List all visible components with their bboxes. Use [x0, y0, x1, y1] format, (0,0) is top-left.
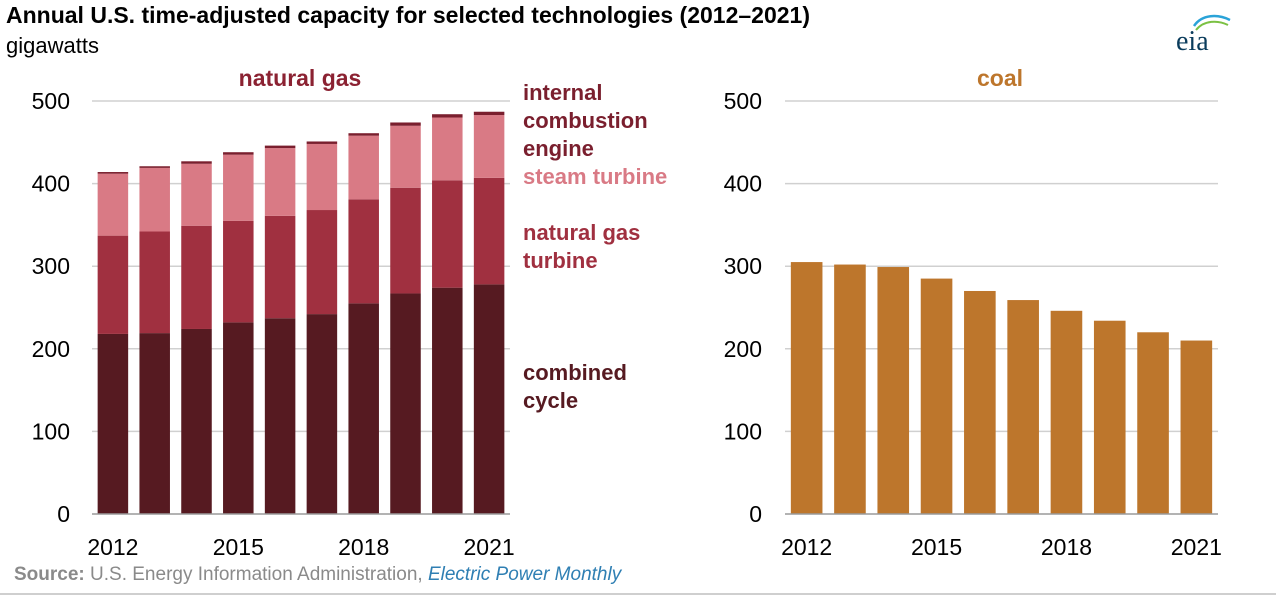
legend-label-combined-cycle: cycle	[523, 388, 578, 413]
gas-bar-natural-gas-turbine-2013	[139, 231, 170, 334]
gas-bar-natural-gas-turbine-2014	[181, 225, 212, 329]
gas-bar-steam-turbine-2013	[139, 167, 170, 232]
gas-bar-combined-cycle-2020	[432, 287, 463, 514]
gas-bar-natural-gas-turbine-2016	[264, 215, 296, 319]
gas-bar-combined-cycle-2016	[264, 318, 296, 514]
gas-bar-natural-gas-turbine-2018	[348, 199, 379, 304]
coal-bar-coal-2014	[877, 267, 910, 514]
coal-bar-coal-2012	[790, 262, 823, 514]
gas-bar-steam-turbine-2020	[432, 117, 463, 181]
gas-ytick-label: 400	[32, 171, 70, 197]
gas-bar-natural-gas-turbine-2020	[432, 180, 463, 288]
coal-xtick-label: 2021	[1171, 534, 1222, 560]
gas-bar-steam-turbine-2015	[223, 154, 254, 221]
gas-bar-internal-combustion-engine-2013	[139, 166, 170, 168]
gas-bar-steam-turbine-2018	[348, 135, 379, 200]
coal-bar-coal-2018	[1050, 310, 1083, 514]
gas-ytick-label: 200	[32, 336, 70, 362]
gas-bar-steam-turbine-2016	[264, 148, 296, 216]
coal-bar-coal-2016	[964, 290, 996, 514]
gas-bar-natural-gas-turbine-2021	[473, 177, 505, 285]
gas-bar-combined-cycle-2015	[223, 322, 254, 514]
gas-ytick-label: 500	[32, 88, 70, 114]
coal-xtick-label: 2012	[781, 534, 832, 560]
gas-bar-combined-cycle-2012	[97, 333, 129, 514]
coal-ytick-label: 400	[724, 171, 762, 197]
gas-bar-internal-combustion-engine-2015	[223, 152, 254, 155]
coal-panel-title: coal	[977, 65, 1023, 91]
logo-text: eia	[1176, 26, 1209, 57]
coal-bar-coal-2020	[1137, 332, 1169, 514]
legend-label-natural-gas-turbine: natural gas	[523, 220, 640, 245]
coal-bar-coal-2013	[834, 264, 866, 514]
gas-bar-internal-combustion-engine-2019	[390, 122, 421, 126]
coal-xtick-label: 2015	[911, 534, 962, 560]
coal-bar-coal-2017	[1007, 300, 1039, 514]
source-label: Source:	[14, 564, 85, 585]
coal-ytick-label: 100	[724, 418, 762, 444]
chart-canvas: 0 100 200 300 400 500 natural gas 2012 2015 2018 2…	[32, 65, 1222, 560]
gas-bar-combined-cycle-2021	[473, 284, 505, 514]
gas-bar-internal-combustion-engine-2017	[306, 141, 338, 144]
gas-bar-steam-turbine-2019	[390, 125, 421, 188]
gas-ytick-label: 300	[32, 253, 70, 279]
gas-bar-internal-combustion-engine-2012	[97, 172, 129, 174]
bottom-divider	[0, 593, 1276, 595]
legend-label-internal-combustion-engine: combustion	[523, 108, 648, 133]
coal-xtick-label: 2018	[1041, 534, 1092, 560]
gas-bar-natural-gas-turbine-2019	[390, 187, 421, 294]
gas-bar-internal-combustion-engine-2014	[181, 161, 212, 164]
logo-arc-icon	[1192, 14, 1231, 31]
coal-bar-coal-2015	[920, 278, 953, 514]
source-note: Source: U.S. Energy Information Administ…	[14, 564, 621, 586]
coal-ytick-label: 300	[724, 253, 762, 279]
gas-bar-steam-turbine-2014	[181, 163, 212, 226]
gas-bar-internal-combustion-engine-2020	[432, 114, 463, 118]
gas-xtick-label: 2015	[213, 534, 264, 560]
source-org: U.S. Energy Information Administration,	[90, 564, 423, 585]
gas-bar-natural-gas-turbine-2012	[97, 235, 129, 334]
legend-label-combined-cycle: combined	[523, 360, 627, 385]
coal-bar-coal-2021	[1180, 340, 1213, 514]
source-publication-link[interactable]: Electric Power Monthly	[427, 564, 622, 585]
gas-bar-steam-turbine-2012	[97, 173, 129, 236]
coal-ytick-label: 500	[724, 88, 762, 114]
gas-bar-combined-cycle-2019	[390, 293, 421, 514]
coal-ytick-label: 200	[724, 336, 762, 362]
gas-bar-internal-combustion-engine-2021	[473, 111, 505, 116]
eia-logo: eia	[1172, 12, 1240, 58]
gas-bar-combined-cycle-2013	[139, 333, 170, 514]
gas-bar-natural-gas-turbine-2015	[223, 220, 254, 323]
gas-xtick-label: 2012	[87, 534, 138, 560]
legend-label-internal-combustion-engine: internal	[523, 80, 602, 105]
gas-bar-internal-combustion-engine-2016	[264, 145, 296, 149]
gas-xtick-label: 2021	[464, 534, 515, 560]
coal-ytick-label: 0	[749, 501, 762, 527]
gas-bar-combined-cycle-2014	[181, 328, 212, 514]
gas-panel-title: natural gas	[239, 65, 362, 91]
legend-label-steam-turbine: steam turbine	[523, 164, 667, 189]
gas-bar-combined-cycle-2018	[348, 303, 379, 514]
gas-bar-internal-combustion-engine-2018	[348, 133, 379, 136]
gas-bar-steam-turbine-2017	[306, 143, 338, 211]
gas-bar-combined-cycle-2017	[306, 314, 338, 514]
gas-ytick-label: 0	[57, 501, 70, 527]
gas-bar-natural-gas-turbine-2017	[306, 210, 338, 315]
gas-xtick-label: 2018	[338, 534, 389, 560]
chart-title: Annual U.S. time-adjusted capacity for s…	[6, 2, 810, 28]
gas-bar-steam-turbine-2021	[473, 115, 505, 178]
legend-label-internal-combustion-engine: engine	[523, 136, 594, 161]
legend-label-natural-gas-turbine: turbine	[523, 248, 598, 273]
gas-ytick-label: 100	[32, 418, 70, 444]
coal-bar-coal-2019	[1093, 320, 1126, 514]
units-label: gigawatts	[6, 33, 99, 58]
